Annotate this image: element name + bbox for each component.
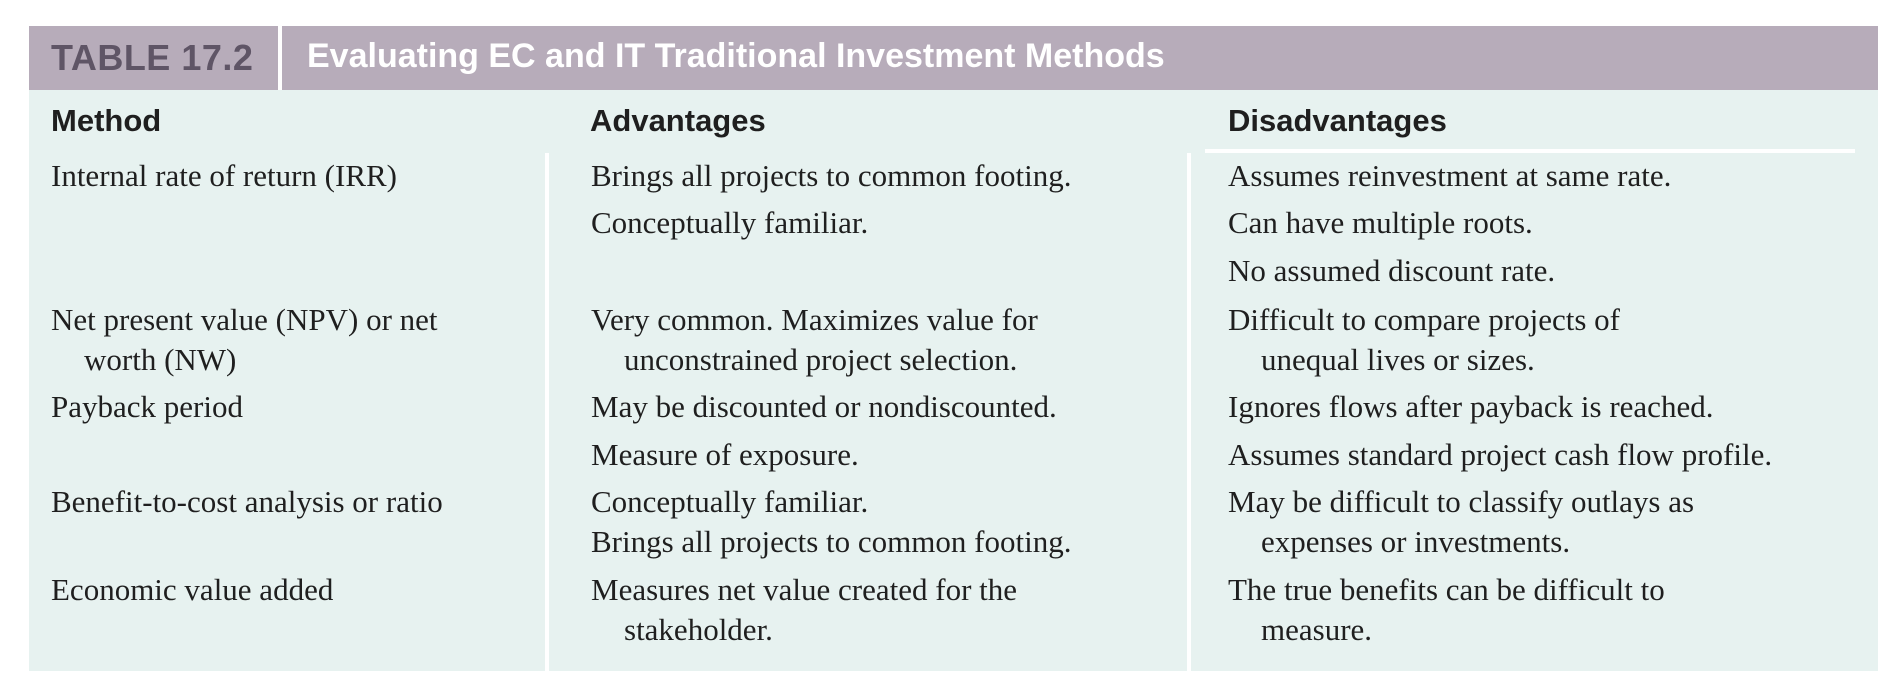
- disadvantage-line: expenses or investments.: [1261, 524, 1571, 559]
- advantage-item: Conceptually familiar.: [591, 203, 868, 243]
- advantage-line: stakeholder.: [624, 612, 773, 647]
- disadvantage-line: May be difficult to classify outlays as: [1228, 484, 1695, 519]
- disadvantage-item: Can have multiple roots.: [1228, 203, 1533, 243]
- method-line: Payback period: [51, 389, 243, 424]
- disadvantage-line: Can have multiple roots.: [1228, 205, 1533, 240]
- method-line: Internal rate of return (IRR): [51, 158, 398, 193]
- advantage-line: Measure of exposure.: [591, 437, 859, 472]
- disadvantage-item: Assumes standard project cash flow profi…: [1228, 435, 1772, 475]
- advantage-item: Very common. Maximizes value for unconst…: [591, 300, 1038, 380]
- column-header-advantages: Advantages: [590, 103, 766, 138]
- title-divider: [278, 26, 282, 90]
- disadvantage-line: The true benefits can be difficult to: [1228, 572, 1665, 607]
- disadvantage-item: The true benefits can be difficult to me…: [1228, 570, 1665, 650]
- advantage-line: May be discounted or nondiscounted.: [591, 389, 1057, 424]
- table-title: Evaluating EC and IT Traditional Investm…: [307, 37, 1165, 75]
- advantage-item: Brings all projects to common footing.: [591, 522, 1071, 562]
- advantage-line: Conceptually familiar.: [591, 484, 869, 519]
- method-line: worth (NW): [84, 342, 237, 377]
- table-number-label: TABLE 17.2: [51, 37, 254, 78]
- disadvantage-line: Difficult to compare projects of: [1228, 302, 1620, 337]
- disadvantage-line: Assumes reinvestment at same rate.: [1228, 158, 1672, 193]
- table-body: [29, 90, 1878, 671]
- disadvantage-item: Assumes reinvestment at same rate.: [1228, 156, 1671, 196]
- method-cell: Internal rate of return (IRR): [51, 156, 397, 196]
- method-line: Benefit-to-cost analysis or ratio: [51, 484, 443, 519]
- disadvantage-item: No assumed discount rate.: [1228, 251, 1555, 291]
- method-cell: Economic value added: [51, 570, 333, 610]
- column-divider-method-advantages: [545, 153, 549, 671]
- method-line: Net present value (NPV) or net: [51, 302, 438, 337]
- method-line: Economic value added: [51, 572, 334, 607]
- advantage-item: Brings all projects to common footing.: [591, 156, 1071, 196]
- investment-methods-table: TABLE 17.2 Evaluating EC and IT Traditio…: [29, 26, 1878, 671]
- advantage-line: Very common. Maximizes value for: [591, 302, 1038, 337]
- method-cell: Payback period: [51, 387, 243, 427]
- method-cell: Benefit-to-cost analysis or ratio: [51, 482, 443, 522]
- disadvantage-line: unequal lives or sizes.: [1261, 342, 1535, 377]
- column-divider-advantages-disadvantages: [1187, 153, 1191, 671]
- column-header-method: Method: [51, 103, 162, 138]
- advantage-item: Measure of exposure.: [591, 435, 859, 475]
- method-cell: Net present value (NPV) or net worth (NW…: [51, 300, 438, 380]
- disadvantage-line: Assumes standard project cash flow profi…: [1228, 437, 1773, 472]
- advantage-line: Brings all projects to common footing.: [591, 158, 1072, 193]
- table-title-bar: [29, 26, 1878, 90]
- advantage-line: Conceptually familiar.: [591, 205, 869, 240]
- advantage-item: Measures net value created for the stake…: [591, 570, 1017, 650]
- disadvantage-line: measure.: [1261, 612, 1373, 647]
- advantage-item: May be discounted or nondiscounted.: [591, 387, 1057, 427]
- disadvantage-item: Ignores flows after payback is reached.: [1228, 387, 1713, 427]
- disadvantage-line: Ignores flows after payback is reached.: [1228, 389, 1714, 424]
- advantage-item: Conceptually familiar.: [591, 482, 868, 522]
- column-header-disadvantages: Disadvantages: [1228, 103, 1447, 138]
- advantage-line: Brings all projects to common footing.: [591, 524, 1072, 559]
- header-rule: [1205, 149, 1855, 153]
- disadvantage-item: Difficult to compare projects of unequal…: [1228, 300, 1620, 380]
- advantage-line: Measures net value created for the: [591, 572, 1018, 607]
- advantage-line: unconstrained project selection.: [624, 342, 1018, 377]
- disadvantage-item: May be difficult to classify outlays as …: [1228, 482, 1694, 562]
- disadvantage-line: No assumed discount rate.: [1228, 253, 1556, 288]
